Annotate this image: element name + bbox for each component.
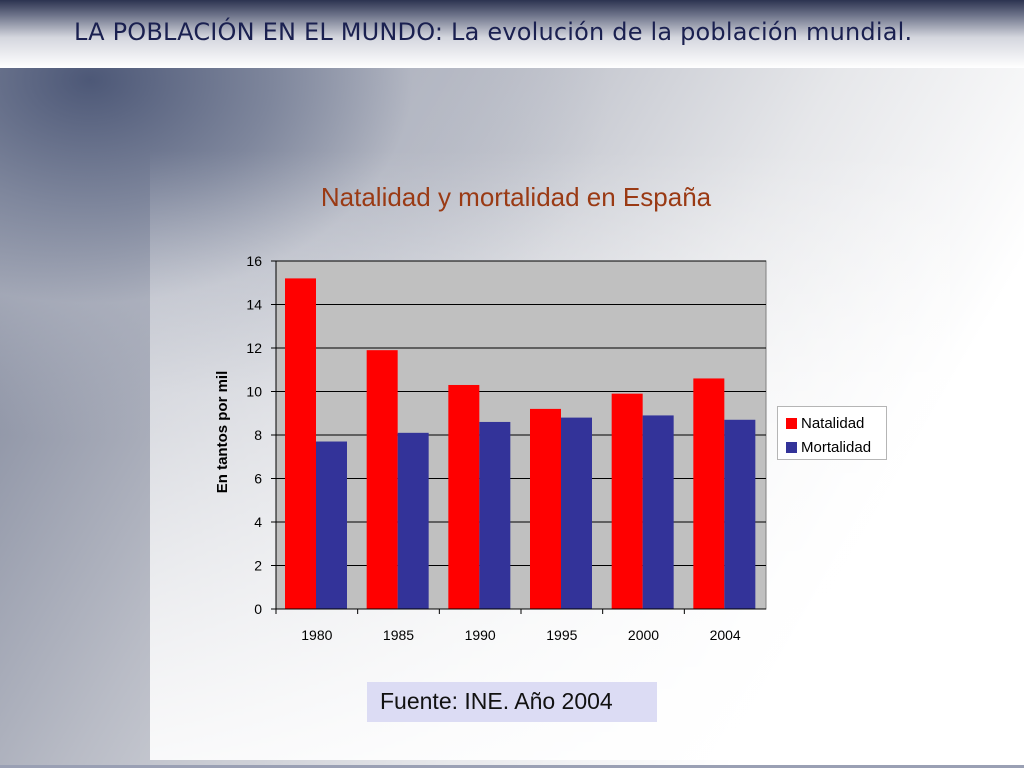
bar-natalidad-1985 [366, 350, 398, 609]
x-tick-label: 1995 [546, 627, 577, 643]
y-tick-label: 0 [254, 601, 262, 617]
bar-mortalidad-1995 [561, 417, 592, 609]
bars [285, 278, 756, 609]
title-bar [0, 0, 1024, 68]
bar-mortalidad-2004 [724, 419, 756, 609]
slide-title-separator: : [434, 18, 452, 46]
y-tick-label: 10 [246, 384, 262, 400]
y-tick-label: 2 [254, 558, 262, 574]
source-note: Fuente: INE. Año 2004 [367, 682, 657, 722]
bar-mortalidad-1990 [479, 421, 511, 609]
bar-natalidad-1995 [530, 408, 561, 609]
slide-title: LA POBLACIÓN EN EL MUNDO: La evolución d… [74, 18, 912, 46]
chart-legend: Natalidad Mortalidad [777, 406, 887, 460]
bar-mortalidad-1980 [316, 441, 347, 609]
x-tick-label: 1990 [465, 627, 496, 643]
x-tick-label: 1980 [301, 627, 332, 643]
y-tick-label: 16 [246, 253, 262, 269]
y-tick-label: 4 [254, 514, 262, 530]
x-tick-label: 2004 [710, 627, 741, 643]
chart-title: Natalidad y mortalidad en España [320, 182, 712, 212]
bottom-divider [0, 765, 1024, 768]
slide-title-main: LA POBLACIÓN EN EL MUNDO [74, 18, 435, 46]
legend-swatch-natalidad [786, 417, 797, 429]
bar-natalidad-2000 [611, 393, 643, 609]
bar-mortalidad-2000 [642, 415, 674, 609]
legend-label-mortalidad: Mortalidad [801, 438, 872, 456]
legend-item-mortalidad: Mortalidad [786, 435, 886, 459]
slide-title-sub: La evolución de la población mundial. [451, 18, 913, 46]
legend-item-natalidad: Natalidad [786, 411, 886, 435]
bar-natalidad-1980 [285, 278, 316, 609]
y-tick-label: 14 [246, 297, 262, 313]
y-tick-label: 12 [246, 340, 262, 356]
y-tick-label: 6 [254, 471, 262, 487]
bar-natalidad-2004 [693, 378, 725, 609]
y-axis-label: En tantos por mil [214, 371, 231, 494]
x-tick-label: 2000 [628, 627, 659, 643]
bar-mortalidad-1985 [397, 432, 429, 609]
legend-swatch-mortalidad [786, 441, 797, 453]
legend-label-natalidad: Natalidad [801, 414, 865, 432]
x-tick-label: 1985 [383, 627, 414, 643]
axes: 0 2 4 6 8 10 12 14 16 1980 1985 1990 1995 2000 2004 [246, 253, 766, 643]
y-tick-label: 8 [254, 427, 262, 443]
bar-natalidad-1990 [448, 384, 480, 609]
